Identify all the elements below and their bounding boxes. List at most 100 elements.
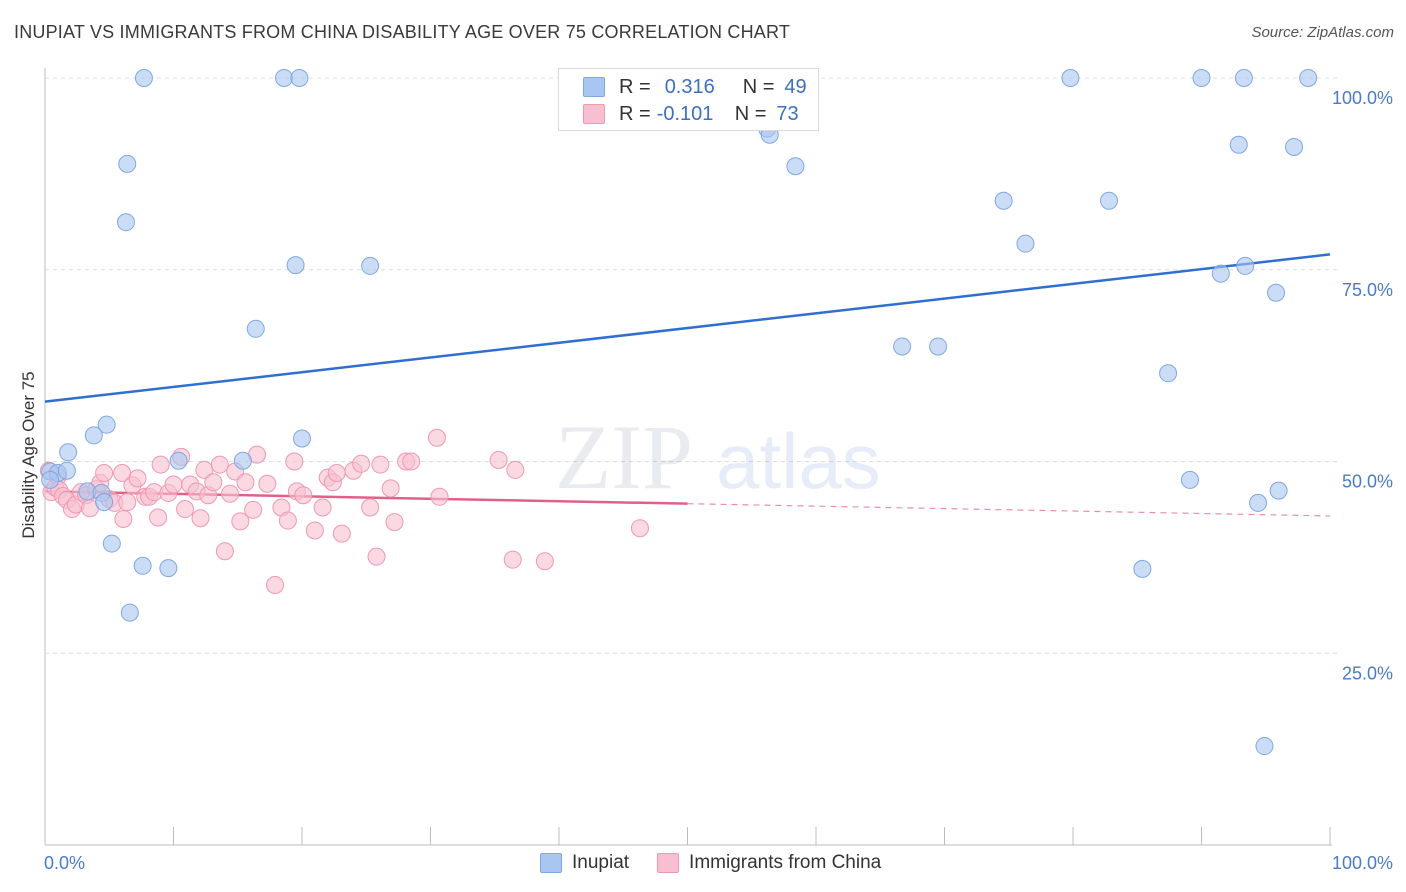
data-point [169, 451, 188, 470]
data-point [151, 455, 170, 474]
data-point [286, 256, 305, 275]
data-point [489, 450, 508, 469]
data-point [102, 534, 121, 553]
data-point [1061, 69, 1080, 87]
data-point [275, 69, 294, 87]
data-point [1192, 69, 1211, 87]
data-point [381, 479, 400, 498]
data-point [59, 443, 78, 462]
data-point [231, 512, 250, 531]
series-legend-china[interactable]: Immigrants from China [657, 852, 881, 874]
data-point [430, 487, 449, 506]
data-point [427, 428, 446, 447]
legend-r-value: 0.316 [664, 75, 715, 98]
series-inupiat-points [41, 69, 1318, 756]
data-point [1133, 559, 1152, 578]
data-point [1299, 69, 1318, 87]
data-point [503, 550, 522, 569]
data-point [176, 500, 195, 519]
series-legend-inupiat[interactable]: Inupiat [540, 852, 629, 874]
data-point [332, 524, 351, 543]
data-point [159, 559, 178, 578]
data-point [118, 154, 137, 173]
data-point [1285, 138, 1304, 157]
legend-n-value: 73 [776, 102, 799, 125]
series-swatch-china [657, 853, 680, 873]
source-note: Source: ZipAtlas.com [1251, 24, 1394, 41]
data-point [294, 486, 313, 505]
data-point [1269, 481, 1288, 500]
data-point [221, 484, 240, 503]
data-point [1234, 69, 1253, 87]
data-point [164, 475, 183, 494]
y-tick-label: 100.0% [1332, 88, 1393, 108]
data-point [278, 511, 297, 530]
data-point [1267, 283, 1286, 302]
series-legend: Inupiat Immigrants from China [540, 852, 909, 874]
data-point [305, 521, 324, 540]
data-point [1255, 737, 1274, 756]
data-point [116, 213, 135, 232]
data-point [1180, 470, 1199, 489]
data-points [39, 69, 1318, 756]
data-point [134, 69, 153, 87]
data-point [128, 469, 147, 488]
data-point [1229, 135, 1248, 154]
series-label-inupiat: Inupiat [572, 852, 630, 873]
data-point [1099, 191, 1118, 210]
data-point [535, 552, 554, 571]
data-point [371, 455, 390, 474]
data-point [84, 426, 103, 445]
data-point [893, 337, 912, 356]
data-point [120, 603, 139, 622]
y-tick-label: 75.0% [1342, 280, 1393, 300]
data-point [1159, 364, 1178, 383]
data-point [97, 415, 116, 434]
watermark-zip: ZIP [555, 406, 693, 508]
x-tick-label: 100.0% [1332, 853, 1393, 873]
data-point [149, 508, 168, 527]
data-point [246, 319, 265, 338]
y-tick-label: 25.0% [1342, 663, 1393, 683]
data-point [266, 575, 285, 594]
data-point [506, 460, 525, 479]
data-point [313, 498, 332, 517]
data-point [630, 519, 649, 538]
chart-title: INUPIAT VS IMMIGRANTS FROM CHINA DISABIL… [14, 22, 791, 42]
y-axis-label: Disability Age Over 75 [19, 371, 38, 538]
data-point [191, 509, 210, 528]
legend-r-label: R = [619, 102, 651, 125]
legend-swatch-china [583, 104, 605, 124]
data-point [385, 513, 404, 532]
data-point [361, 256, 380, 275]
data-point [210, 455, 229, 474]
data-point [233, 451, 252, 470]
legend-row-china: R = -0.101 N = 73 [583, 101, 799, 127]
data-point [994, 191, 1013, 210]
data-point [786, 157, 805, 176]
legend-n-label: N = [742, 75, 775, 98]
correlation-legend: R = 0.316 N = 49 R = -0.101 N = 73 [558, 68, 819, 131]
data-point [95, 493, 114, 512]
data-point [133, 556, 152, 575]
data-point [258, 474, 277, 493]
watermark: ZIP atlas [555, 406, 881, 508]
legend-n-value: 49 [784, 75, 807, 98]
data-point [402, 452, 421, 471]
data-point [118, 493, 137, 512]
trend-line-extension [687, 503, 1331, 517]
data-point [285, 452, 304, 471]
data-point [293, 429, 311, 448]
data-point [327, 464, 346, 483]
data-point [1236, 256, 1255, 275]
data-point [215, 542, 234, 561]
data-point [204, 473, 223, 492]
tick-labels: 25.0% 50.0% 75.0% 100.0% 0.0% 100.0% [44, 88, 1393, 873]
data-point [929, 337, 948, 356]
data-point [244, 500, 263, 519]
legend-r-value: -0.101 [656, 102, 714, 125]
data-point [236, 473, 255, 492]
series-china-points [39, 428, 649, 594]
x-tick-label: 0.0% [44, 853, 85, 873]
